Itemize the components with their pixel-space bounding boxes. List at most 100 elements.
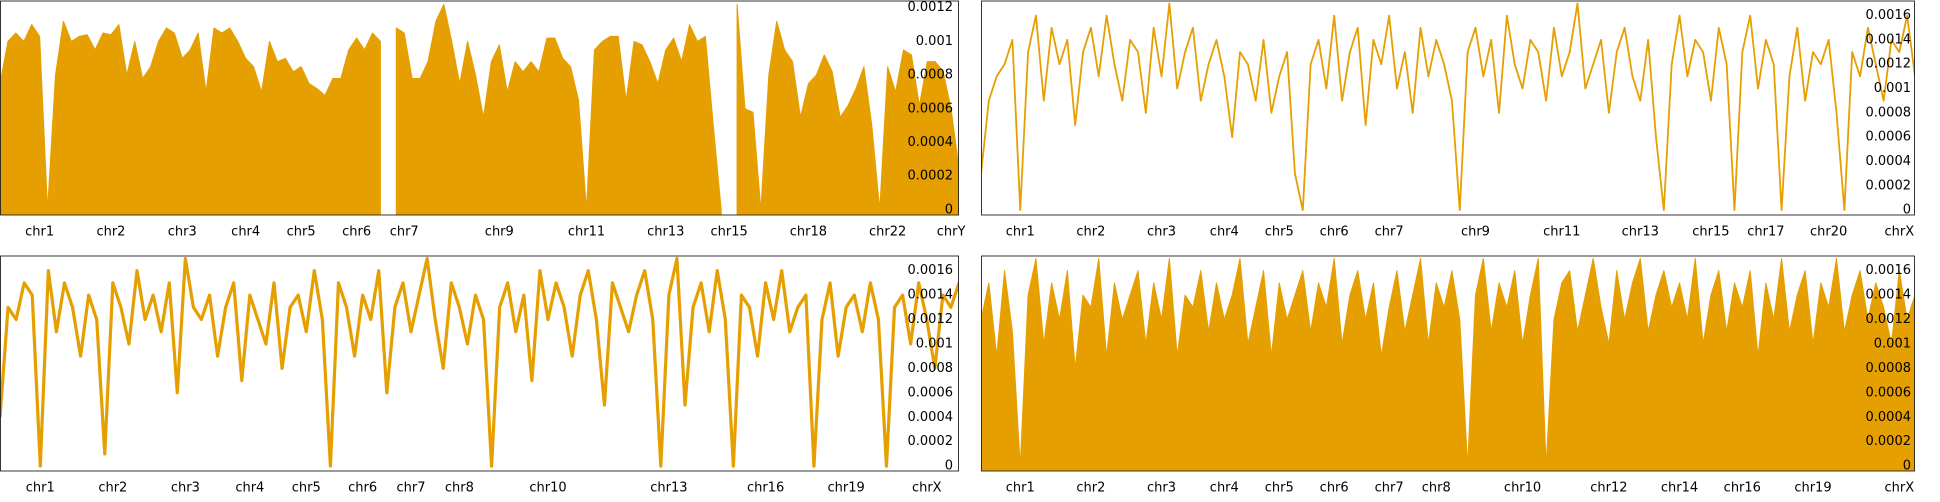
y-tick-label: 0 [1903,203,1911,218]
y-tick-label: 0.0008 [908,361,954,376]
y-tick-label: 0.001 [916,336,953,351]
x-tick-label: chr3 [1147,481,1176,496]
x-tick-label: chr2 [96,225,125,240]
x-tick-label: chr1 [26,481,55,496]
y-tick-label: 0.0008 [908,68,954,83]
x-tick-label: chr13 [647,225,684,240]
plot-area [981,2,1915,212]
panel: 0 0.0002 0.0004 0.0006 0.0008 0.001 0.0012 0.00… [981,255,1915,496]
x-tick-label: chr22 [869,225,906,240]
y-tick-label: 0.001 [1874,81,1911,96]
plot-area [0,256,959,468]
x-tick-label: chr3 [171,481,200,496]
panel-frame [981,255,1915,472]
x-tick-label: chrY [937,225,966,240]
y-tick-label: 0.0004 [1866,154,1912,169]
y-tick-label: 0.0006 [908,101,954,116]
panel: 0 0.0002 0.0004 0.0006 0.0008 0.001 0.0012 chr1… [0,0,966,240]
y-tick-label: 0.0006 [1866,385,1912,400]
x-tick-label: chr7 [1375,225,1404,240]
x-tick-label: chr8 [1422,481,1451,496]
y-tick-label: 0.0008 [1866,361,1912,376]
coverage-area [736,3,959,215]
x-tick-label: chr12 [1590,481,1627,496]
y-tick-label: 0.0004 [908,135,954,150]
x-tick-label: chr15 [711,225,748,240]
y-tick-label: 0 [945,459,953,474]
x-tick-label: chrX [1884,481,1914,496]
x-tick-label: chr9 [485,225,514,240]
y-tick-label: 0.0014 [1866,288,1912,303]
y-tick-label: 0.0002 [1866,434,1912,449]
x-tick-label: chr4 [231,225,260,240]
coverage-area [0,20,381,215]
y-tick-label: 0.0008 [1866,105,1912,120]
x-tick-label: chr19 [828,481,865,496]
x-tick-label: chr11 [568,225,605,240]
x-tick-label: chr1 [1006,481,1035,496]
y-tick-label: 0 [945,202,953,217]
x-tick-label: chr6 [1320,481,1349,496]
x-tick-label: chr5 [1265,225,1294,240]
y-tick-label: 0.0002 [1866,178,1912,193]
x-tick-label: chr4 [1210,225,1239,240]
y-tick-label: 0.0012 [1866,57,1912,72]
y-tick-label: 0 [1903,459,1911,474]
y-tick-label: 0.0006 [908,385,954,400]
x-tick-label: chr18 [790,225,827,240]
x-tick-label: chr10 [1504,481,1541,496]
panel-frame [0,255,959,472]
x-tick-label: chr14 [1661,481,1698,496]
y-tick-label: 0.0012 [1866,312,1912,327]
x-tick-label: chr2 [1076,225,1105,240]
x-tick-label: chr13 [650,481,687,496]
x-tick-label: chr11 [1543,225,1580,240]
plot-area [0,3,959,215]
x-tick-label: chrX [912,481,942,496]
y-tick-label: 0.0016 [1866,8,1912,23]
x-tick-label: chr6 [342,225,371,240]
x-tick-label: chr5 [1265,481,1294,496]
x-tick-label: chr17 [1747,225,1784,240]
x-tick-label: chr2 [1076,481,1105,496]
y-tick-label: 0.001 [1874,336,1911,351]
x-tick-label: chr4 [235,481,264,496]
y-tick-label: 0.0014 [1866,32,1912,47]
y-tick-label: 0.0016 [1866,263,1912,278]
panel-frame [0,0,959,216]
x-tick-label: chr6 [348,481,377,496]
x-tick-label: chr7 [1375,481,1404,496]
x-tick-label: chr19 [1794,481,1831,496]
y-tick-label: 0.0002 [908,169,954,184]
y-tick-label: 0.0004 [1866,410,1912,425]
x-tick-label: chr20 [1810,225,1847,240]
y-tick-label: 0.0004 [908,410,954,425]
x-tick-label: chr5 [287,225,316,240]
x-tick-label: chr13 [1622,225,1659,240]
panel: 0 0.0002 0.0004 0.0006 0.0008 0.001 0.0012 0.00… [981,0,1915,240]
x-tick-label: chr9 [1461,225,1490,240]
coverage-line [981,2,1915,212]
x-tick-label: chr1 [1006,225,1035,240]
x-tick-label: chr4 [1210,481,1239,496]
x-tick-label: chr10 [529,481,566,496]
plot-area [981,257,1915,471]
x-tick-label: chr16 [747,481,784,496]
x-tick-label: chr16 [1724,481,1761,496]
coverage-line [0,256,959,468]
coverage-area [395,3,722,215]
x-tick-label: chr2 [98,481,127,496]
y-tick-label: 0.0012 [908,0,954,15]
coverage-area [981,257,1915,471]
x-tick-label: chr3 [168,225,197,240]
x-tick-label: chr6 [1320,225,1349,240]
x-tick-label: chr3 [1147,225,1176,240]
panel: 0 0.0002 0.0004 0.0006 0.0008 0.001 0.0012 0.00… [0,255,959,496]
y-tick-label: 0.0006 [1866,130,1912,145]
panel-frame [981,0,1915,216]
x-tick-label: chr7 [390,225,419,240]
x-tick-label: chr15 [1692,225,1729,240]
x-tick-label: chr8 [445,481,474,496]
